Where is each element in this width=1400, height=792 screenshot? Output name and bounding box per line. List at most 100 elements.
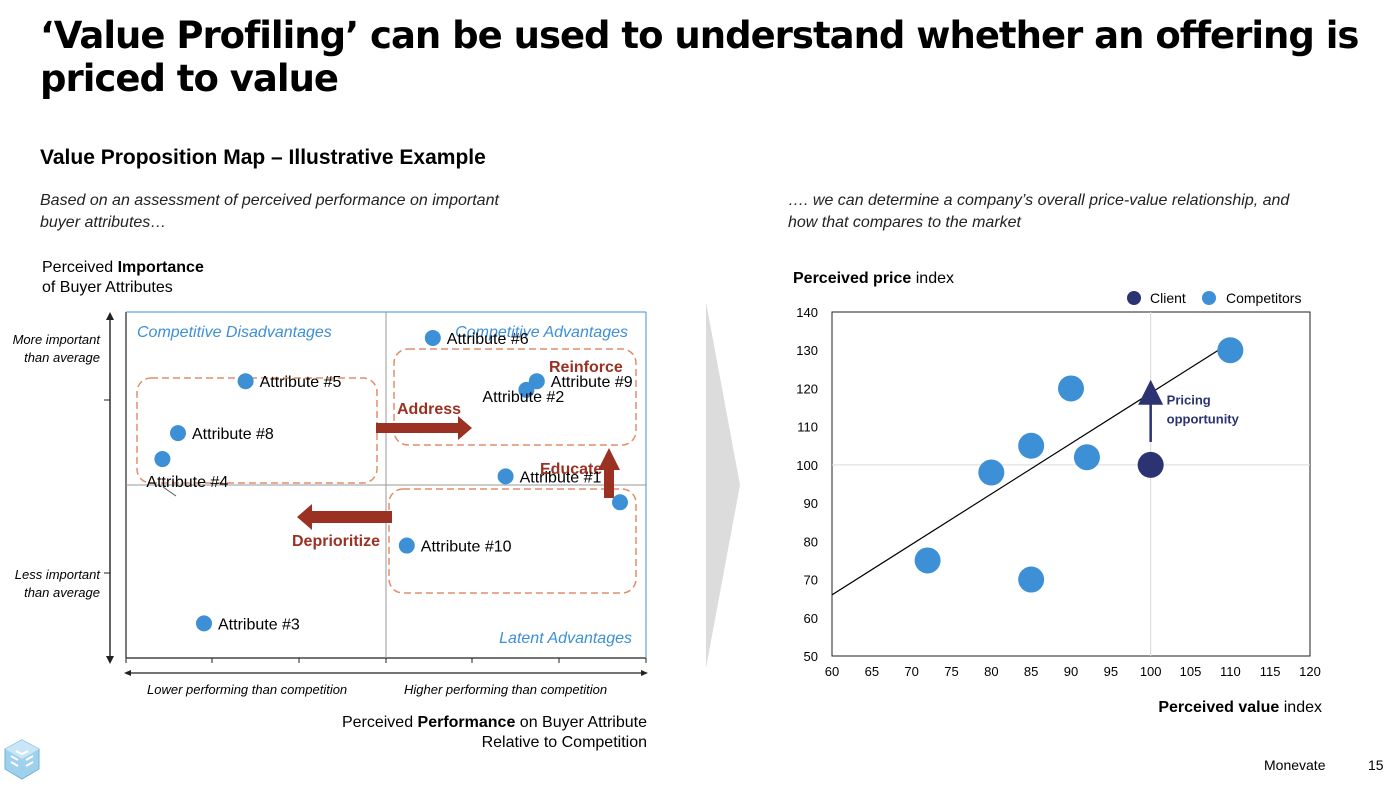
y-tick-label: 130 [796,343,818,358]
competitor-point [978,459,1005,486]
attribute-point [170,425,186,442]
footer-brand: Monevate [1264,757,1326,773]
y-tick-label: 120 [796,381,818,396]
attribute-point [612,494,628,511]
performance-axis-title: Perceived Performance on Buyer Attribute… [280,713,647,753]
competitor-point [1058,375,1084,402]
attribute-point [196,615,212,632]
y-tick-label: 70 [804,573,818,588]
x-tick-label: 120 [1299,664,1321,679]
section-subtitle: Value Proposition Map – Illustrative Exa… [40,146,486,169]
attribute-label: Attribute #1 [520,469,602,486]
reinforce-group-outline [393,348,637,446]
performance-label-bold: Performance [417,714,516,731]
competitor-point [1018,566,1045,593]
attribute-label: Attribute #2 [482,389,564,406]
plot-area [831,311,1311,657]
educate-label: Educate [540,461,602,478]
price-label-bold: Perceived price [793,270,912,287]
x-tick-label: 100 [1140,664,1162,679]
less-important-label: Less important than average [14,567,100,600]
y-tick-label: 140 [796,305,818,320]
competitor-point [1217,337,1244,364]
address-label: Address [397,401,461,418]
client-point [1137,451,1164,478]
quadrant-latent-advantages: Latent Advantages [499,630,632,647]
page-title: ‘Value Profiling’ can be used to underst… [40,14,1359,100]
x-tick-label: 65 [865,664,879,679]
value-proposition-map: Competitive Disadvantages Competitive Ad… [104,311,648,676]
x-tick-label: 95 [1104,664,1118,679]
value-axis-title: Perceived value index [1000,699,1322,717]
deprioritize-arrow-icon [297,504,392,530]
importance-axis-title: Perceived Importance of Buyer Attributes [42,258,204,298]
attribute-label: Attribute #5 [260,374,342,391]
attribute-point [398,537,415,554]
attribute-point [497,468,514,485]
competitor-point [914,547,941,574]
value-label-bold: Perceived value [1158,699,1280,716]
attribute-label: Attribute #3 [218,616,300,633]
importance-label-bold: Importance [117,259,204,276]
company-logo-icon [4,739,40,780]
lower-performing-label: Lower performing than competition [147,682,348,697]
attribute-label: Attribute #10 [421,539,512,556]
y-tick-label: 90 [804,496,818,511]
performance-label-line2: Relative to Competition [481,734,647,751]
attribute-point [518,381,535,398]
attribute-label: Attribute #8 [192,426,274,443]
x-tick-label: 115 [1260,664,1281,679]
value-label-rest: index [1279,699,1322,716]
y-tick-label: 100 [796,458,818,473]
educate-arrow-icon [598,448,620,498]
attribute-point [237,373,254,390]
attribute-point [154,451,171,468]
pricing-opportunity-line1: Pricing [1167,392,1211,407]
pricing-opportunity-line2: opportunity [1167,411,1240,426]
more-important-label: More important than average [12,332,100,365]
x-tick-label: 105 [1180,664,1202,679]
latent-group-outline [388,488,637,594]
performance-axis-arrow-right-icon [641,670,648,676]
x-tick-label: 60 [825,664,839,679]
x-tick-label: 70 [904,664,918,679]
attribute-label: Attribute #4 [146,474,228,491]
attribute-point [424,329,441,346]
legend-client-label: Client [1150,290,1186,306]
right-lead-text: …. we can determine a company’s overall … [788,192,1290,231]
x-tick-label: 75 [944,664,958,679]
quadrant-competitive-disadvantages: Competitive Disadvantages [137,324,332,341]
trendline [832,342,1231,596]
y-tick-label: 110 [797,420,818,435]
attribute-label: Attribute #9 [551,374,633,391]
attribute-4-connector [162,486,177,497]
importance-label-prefix: Perceived [42,259,118,276]
performance-label-prefix: Perceived [341,714,418,731]
price-axis-title: Perceived price index [793,270,954,288]
x-tick-label: 80 [984,664,998,679]
attribute-label: Attribute #6 [447,331,529,348]
quadrant-competitive-advantages: Competitive Advantages [455,324,628,341]
x-tick-label: 90 [1064,664,1078,679]
importance-axis-arrow-down-icon [106,656,114,664]
deprioritize-label: Deprioritize [292,533,380,550]
legend-client-marker [1127,291,1141,305]
address-group-outline [136,377,378,484]
x-tick-label: 110 [1220,664,1241,679]
left-lead-text: Based on an assessment of perceived perf… [40,192,499,231]
legend-competitors-marker [1202,291,1216,305]
higher-performing-label: Higher performing than competition [404,682,608,697]
performance-label-suffix: on Buyer Attribute [515,714,647,731]
y-tick-label: 50 [804,649,818,664]
competitor-point [1018,432,1045,459]
y-tick-label: 80 [804,534,818,549]
page-number: 15 [1368,757,1384,773]
address-arrow-icon [376,416,472,440]
price-label-rest: index [911,270,954,287]
y-tick-label: 60 [804,611,818,626]
reinforce-label: Reinforce [549,359,623,376]
price-value-chart: 60 65 70 75 80 85 90 95 100 105 110 115 120 50 60 70 80 9… [796,290,1321,679]
importance-axis-arrow-up-icon [106,312,114,320]
x-tick-label: 85 [1024,664,1038,679]
legend-competitors-label: Competitors [1226,290,1301,306]
